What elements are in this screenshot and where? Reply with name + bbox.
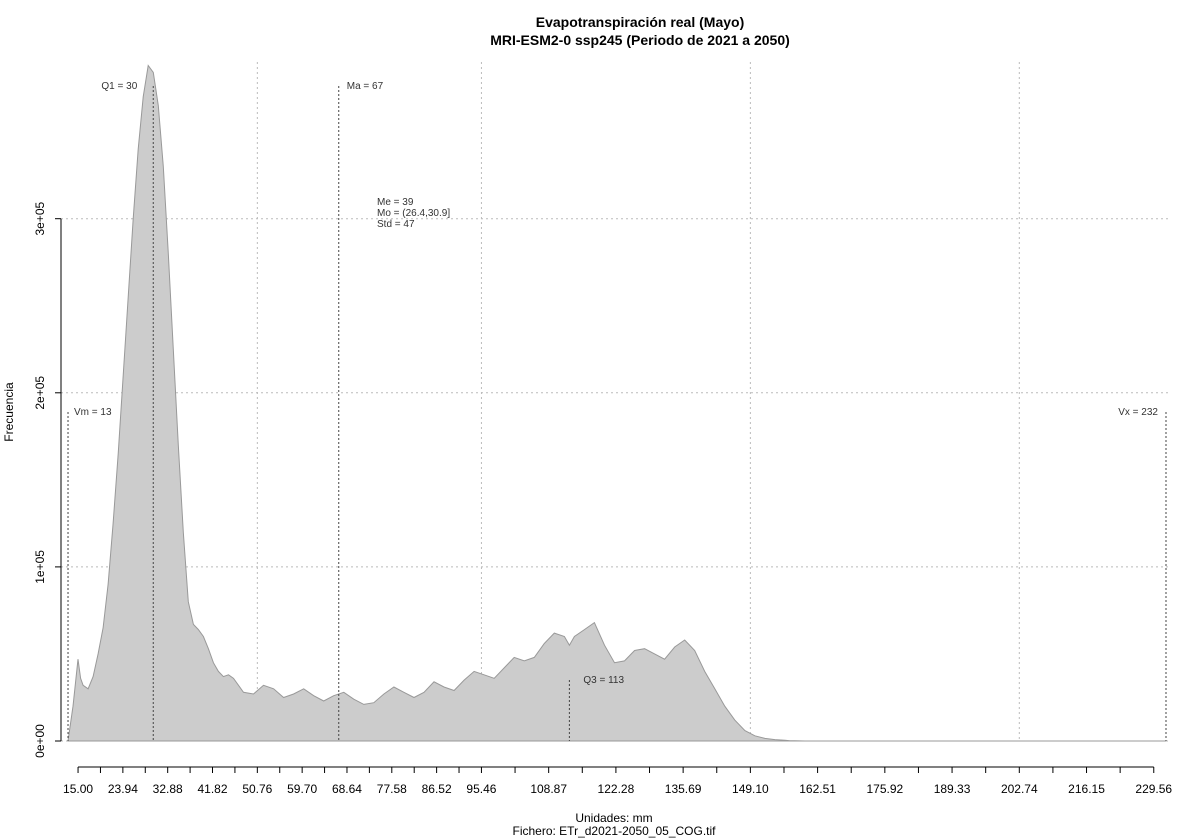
x-tick-label: 216.15 xyxy=(1068,782,1105,796)
x-tick-label: 175.92 xyxy=(866,782,903,796)
annotation-label: Vm = 13 xyxy=(74,407,112,418)
file-note: Fichero: ETr_d2021-2050_05_COG.tif xyxy=(513,824,717,838)
chart-subtitle: MRI-ESM2-0 ssp245 (Periodo de 2021 a 205… xyxy=(490,32,790,48)
y-tick-label: 2e+05 xyxy=(33,376,47,410)
stat-label: Std = 47 xyxy=(377,219,415,230)
x-tick-label: 68.64 xyxy=(332,782,362,796)
x-tick-label: 149.10 xyxy=(732,782,769,796)
y-tick-label: 1e+05 xyxy=(33,550,47,584)
x-tick-label: 202.74 xyxy=(1001,782,1038,796)
grid-lines xyxy=(61,62,1168,742)
chart-title: Evapotranspiración real (Mayo) xyxy=(536,14,745,30)
x-tick-label: 95.46 xyxy=(466,782,496,796)
x-tick-label: 32.88 xyxy=(153,782,183,796)
x-tick-label: 162.51 xyxy=(799,782,836,796)
x-tick-label: 86.52 xyxy=(422,782,452,796)
x-tick-label: 122.28 xyxy=(598,782,635,796)
x-tick-label: 23.94 xyxy=(108,782,138,796)
annotation-label: Vx = 232 xyxy=(1118,407,1158,418)
x-tick-label: 135.69 xyxy=(665,782,702,796)
x-tick-label: 50.76 xyxy=(242,782,272,796)
density-area xyxy=(67,64,1166,742)
annotation-label: Q3 = 113 xyxy=(583,675,624,686)
x-tick-label: 77.58 xyxy=(377,782,407,796)
stat-label: Me = 39 xyxy=(377,197,414,208)
x-tick-label: 15.00 xyxy=(63,782,93,796)
x-axis-label: Unidades: mm xyxy=(575,811,652,825)
stat-label: Mo = (26.4,30.9] xyxy=(377,208,450,219)
y-axis-label: Frecuencia xyxy=(2,382,16,442)
annotation-label: Q1 = 30 xyxy=(101,81,137,92)
y-tick-label: 0e+00 xyxy=(33,724,47,758)
annotation-label: Ma = 67 xyxy=(347,81,384,92)
annotation-labels: Q1 = 30 Ma = 67 Vm = 13 Vx = 232 Q3 = 113 Me … xyxy=(74,81,1158,686)
y-axis: 0e+00 1e+05 2e+05 3e+05 xyxy=(33,202,62,758)
x-tick-label: 189.33 xyxy=(934,782,971,796)
x-tick-label: 108.87 xyxy=(530,782,567,796)
y-tick-label: 3e+05 xyxy=(33,202,47,236)
x-tick-label: 59.70 xyxy=(287,782,317,796)
x-tick-label: 41.82 xyxy=(197,782,227,796)
x-tick-label: 229.56 xyxy=(1135,782,1172,796)
x-axis: 15.00 23.94 32.88 41.82 50.76 59.70 68.64 77.58… xyxy=(63,766,1172,796)
annotation-lines xyxy=(67,86,1167,741)
